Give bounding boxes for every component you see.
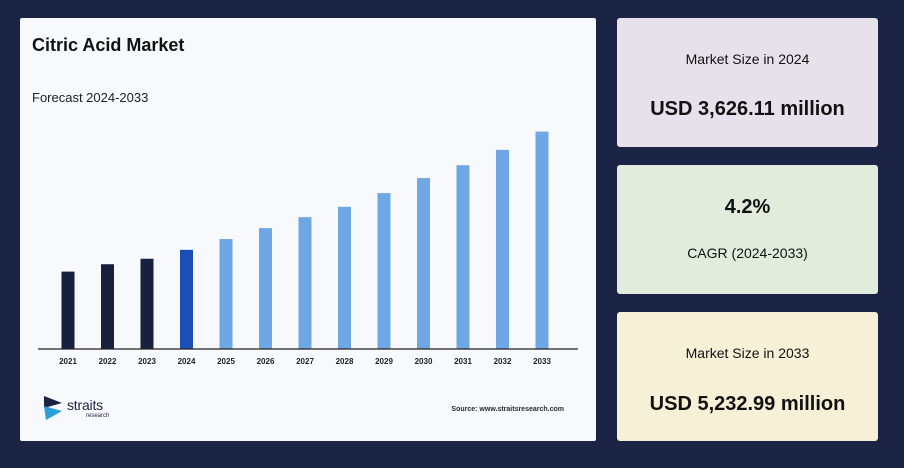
market-size-2024-card: Market Size in 2024 USD 3,626.11 million xyxy=(617,18,878,147)
card-label: Market Size in 2024 xyxy=(685,51,810,67)
bar-2021 xyxy=(61,271,75,349)
bar-2032 xyxy=(496,149,509,349)
bar-2028 xyxy=(338,206,351,349)
bar-2029 xyxy=(377,193,391,349)
bar-2025 xyxy=(219,239,233,349)
card-label: Market Size in 2033 xyxy=(685,345,810,361)
bar-2026 xyxy=(259,228,272,349)
card-value: 4.2% xyxy=(724,196,771,218)
bar-2031 xyxy=(456,165,470,349)
tick-label-2029: 2029 xyxy=(375,357,393,366)
source-note: Source: www.straitsresearch.com xyxy=(451,406,564,413)
bar-2023 xyxy=(140,258,154,349)
card-label: CAGR (2024-2033) xyxy=(687,245,808,261)
tick-label-2022: 2022 xyxy=(99,357,117,366)
tick-label-2024: 2024 xyxy=(178,357,196,366)
tick-label-2026: 2026 xyxy=(257,357,275,366)
bar-2024 xyxy=(180,249,193,349)
tick-label-2027: 2027 xyxy=(296,357,314,366)
straits-research-logo: straits research xyxy=(42,394,132,424)
logo-mark-icon xyxy=(44,396,62,420)
bar-2027 xyxy=(298,217,312,349)
card-value: USD 5,232.99 million xyxy=(649,393,846,415)
cagr-card: 4.2% CAGR (2024-2033) xyxy=(617,165,878,294)
logo-name: straits xyxy=(67,397,103,413)
bar-2030 xyxy=(417,178,430,349)
tick-label-2025: 2025 xyxy=(217,357,235,366)
tick-label-2028: 2028 xyxy=(336,357,354,366)
card-value: USD 3,626.11 million xyxy=(650,98,845,120)
bar-2022 xyxy=(101,264,114,349)
chart-subtitle: Forecast 2024-2033 xyxy=(32,90,149,105)
bar-2033 xyxy=(535,131,549,349)
bar-chart: 2021 2022 2023 2024 2025 2026 2027 2028 2029 2030… xyxy=(38,131,578,366)
tick-label-2031: 2031 xyxy=(454,357,472,366)
chart-panel: Citric Acid Market Forecast 2024-2033 20… xyxy=(20,18,596,441)
tick-label-2030: 2030 xyxy=(415,357,433,366)
tick-label-2023: 2023 xyxy=(138,357,156,366)
chart-title: Citric Acid Market xyxy=(32,35,185,55)
tick-label-2033: 2033 xyxy=(533,357,551,366)
tick-label-2032: 2032 xyxy=(494,357,512,366)
logo-sub: research xyxy=(86,413,110,419)
tick-label-2021: 2021 xyxy=(59,357,77,366)
market-size-2033-card: Market Size in 2033 USD 5,232.99 million xyxy=(617,312,878,441)
